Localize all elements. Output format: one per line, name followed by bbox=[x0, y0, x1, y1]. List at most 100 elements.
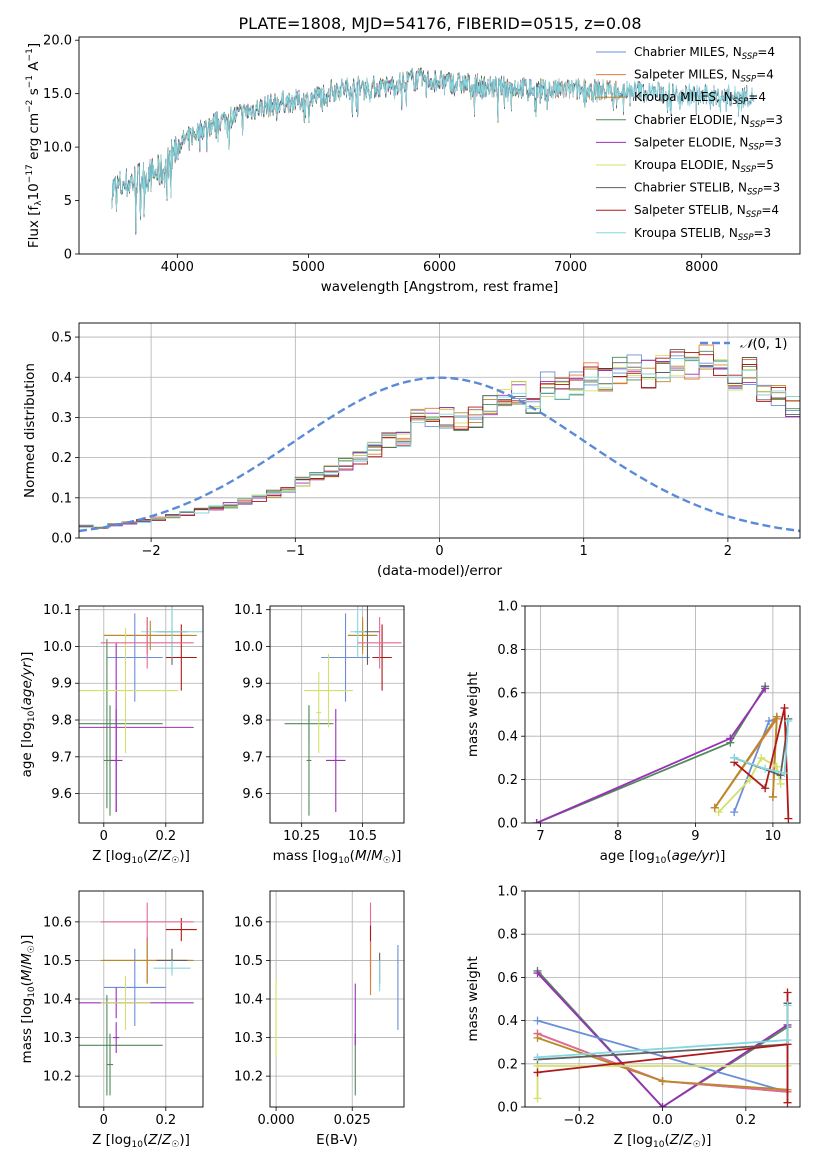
label-part: SSP bbox=[748, 142, 764, 152]
data-point bbox=[776, 779, 785, 788]
label-part: ( bbox=[19, 705, 35, 710]
data-point bbox=[772, 712, 781, 721]
spectrum-line bbox=[111, 68, 755, 233]
data-point bbox=[761, 784, 770, 793]
label-part: λ bbox=[34, 200, 44, 206]
label-part: ☉ bbox=[693, 1140, 701, 1150]
x-axis-label: Z [log10(Z/Z☉)] bbox=[92, 848, 190, 866]
label-part: )] bbox=[19, 652, 35, 663]
label-part: ( bbox=[666, 848, 671, 864]
label-part: Kroupa MILES, N bbox=[634, 90, 733, 104]
label-part: age/yr bbox=[19, 661, 35, 706]
label-part: ] bbox=[26, 43, 42, 48]
label-part: ( bbox=[143, 848, 148, 864]
label-part: Flux [f bbox=[26, 204, 42, 248]
label-part: =5 bbox=[756, 158, 774, 172]
y-tick-label: 20.0 bbox=[43, 34, 72, 49]
mass-vs-z-plot-area bbox=[79, 891, 203, 1107]
x-tick-label: 9 bbox=[691, 829, 699, 844]
label-part: Kroupa STELIB, N bbox=[634, 226, 738, 240]
legend-label: Kroupa STELIB, NSSP=3 bbox=[634, 226, 771, 243]
label-part: −17 bbox=[25, 164, 35, 183]
label-part: age/yr bbox=[672, 848, 717, 864]
y-tick-label: 0.1 bbox=[51, 491, 72, 506]
y-tick-label: 0.2 bbox=[51, 451, 72, 466]
label-part: =4 bbox=[761, 203, 779, 217]
label-part: 10 bbox=[653, 1140, 665, 1150]
label-part: ☉ bbox=[171, 1140, 179, 1150]
x-axis-label: wavelength [Angstrom, rest frame] bbox=[321, 279, 559, 295]
label-part: 10 bbox=[131, 856, 143, 866]
age-vs-mass-plot-area bbox=[270, 606, 404, 823]
label-part: −1 bbox=[25, 48, 35, 61]
data-point bbox=[765, 717, 774, 726]
legend-label: 𝒩(0, 1) bbox=[740, 337, 787, 352]
data-point bbox=[533, 1053, 542, 1062]
weight-line bbox=[536, 685, 766, 823]
y-tick-label: 10.1 bbox=[234, 603, 263, 618]
weight-line bbox=[536, 970, 788, 1107]
label-part: Salpeter MILES, N bbox=[634, 68, 741, 82]
label-part: )] bbox=[179, 1132, 190, 1148]
x-tick-label: 10 bbox=[765, 829, 782, 844]
label-part: Salpeter ELODIE, N bbox=[634, 135, 748, 149]
label-part: SSP bbox=[746, 210, 762, 220]
label-part: age [log bbox=[600, 848, 655, 864]
data-point bbox=[726, 734, 735, 743]
y-axis-label: mass [log10(M/M☉)] bbox=[19, 935, 37, 1064]
label-part: 10 bbox=[655, 856, 667, 866]
y-tick-label: 9.6 bbox=[51, 787, 72, 802]
y-tick-label: 10.5 bbox=[234, 954, 263, 969]
y-tick-label: 10.2 bbox=[43, 1070, 72, 1085]
label-part: mass [log bbox=[273, 848, 339, 864]
y-tick-label: 0.0 bbox=[497, 1101, 518, 1116]
y-tick-label: 15.0 bbox=[43, 87, 72, 102]
figure-title: PLATE=1808, MJD=54176, FIBERID=0515, z=0… bbox=[238, 14, 641, 33]
y-tick-label: 0.4 bbox=[497, 1014, 518, 1029]
axes-frame bbox=[269, 890, 405, 1108]
data-point bbox=[772, 762, 781, 771]
label-part: ( bbox=[350, 848, 355, 864]
axes-frame bbox=[524, 890, 801, 1108]
axes-frame bbox=[78, 36, 801, 255]
data-point bbox=[784, 717, 793, 726]
label-part: 10 bbox=[131, 1140, 143, 1150]
weight-line bbox=[536, 972, 788, 1107]
y-tick-label: 1.0 bbox=[497, 885, 518, 900]
weight-line bbox=[733, 707, 790, 819]
x-tick-label: 7000 bbox=[554, 260, 587, 275]
data-point bbox=[532, 819, 541, 823]
y-axis-label: Flux [fλ10−17 erg cm−2 s−1 A−1] bbox=[25, 43, 44, 248]
label-part: ☉ bbox=[383, 856, 391, 866]
y-tick-label: 5 bbox=[64, 194, 72, 209]
label-part: =3 bbox=[765, 113, 783, 127]
label-part: )] bbox=[179, 848, 190, 864]
legend-label: Chabrier MILES, NSSP=4 bbox=[634, 45, 775, 62]
weight-vs-z-plot-area bbox=[525, 891, 800, 1107]
data-point bbox=[757, 753, 766, 762]
label-part: )] bbox=[391, 848, 402, 864]
y-tick-label: 9.8 bbox=[242, 714, 263, 729]
y-tick-label: 10.3 bbox=[43, 1031, 72, 1046]
data-point bbox=[780, 703, 789, 712]
normal-curve bbox=[79, 376, 800, 533]
y-tick-label: 0.6 bbox=[497, 686, 518, 701]
mass-vs-ebv-panel: 0.000 0.025 10.2 10.3 10.4 10.5 10.6 E(B-V) bbox=[234, 890, 405, 1148]
x-tick-label: 0.000 bbox=[257, 1113, 294, 1128]
y-tick-label: 10.1 bbox=[43, 603, 72, 618]
label-part: =3 bbox=[764, 135, 782, 149]
label-part: SSP bbox=[741, 165, 757, 175]
label-part: Salpeter STELIB, N bbox=[634, 203, 746, 217]
x-tick-label: 0 bbox=[100, 829, 108, 844]
y-tick-label: 10.3 bbox=[234, 1031, 263, 1046]
x-tick-label: 10.5 bbox=[348, 829, 377, 844]
data-point bbox=[783, 1036, 792, 1045]
x-tick-label: 0 bbox=[435, 544, 443, 559]
label-part: =4 bbox=[748, 90, 766, 104]
label-part: / bbox=[679, 1132, 684, 1148]
label-part: Kroupa ELODIE, N bbox=[634, 158, 741, 172]
label-part: / bbox=[157, 1132, 162, 1148]
data-point bbox=[783, 1098, 792, 1107]
weight-line bbox=[733, 720, 790, 775]
y-tick-label: 10.6 bbox=[234, 915, 263, 930]
